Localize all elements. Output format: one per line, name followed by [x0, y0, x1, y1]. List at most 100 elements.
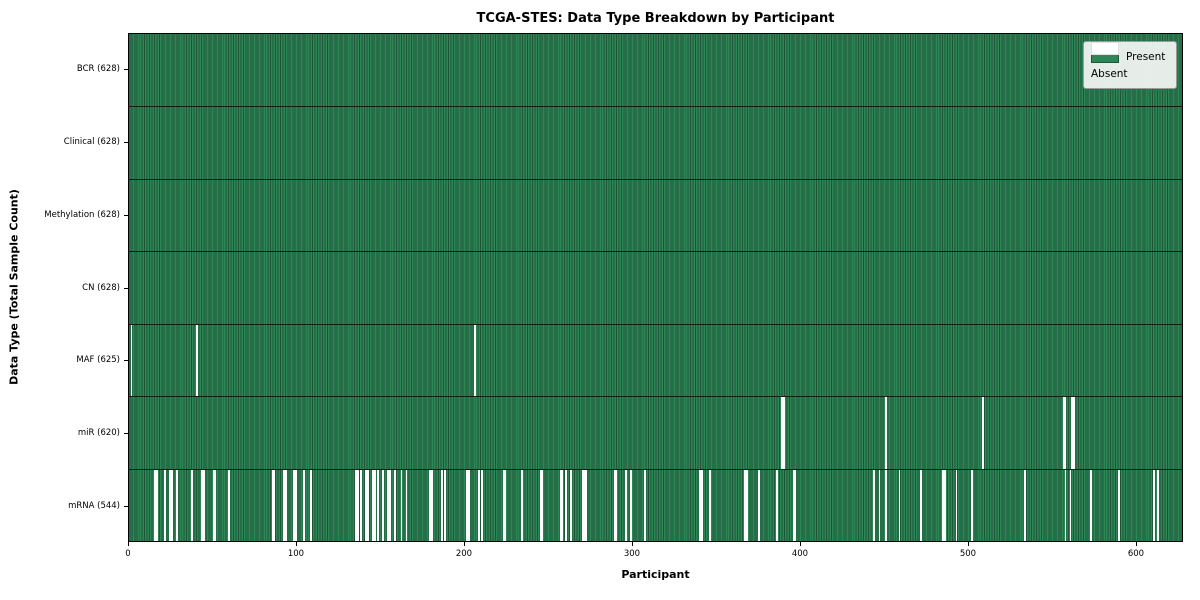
- absent-stripe: [504, 469, 507, 541]
- absent-stripe: [294, 469, 297, 541]
- row-Clinical: [129, 106, 1182, 178]
- absent-stripe: [388, 469, 391, 541]
- legend-absent-swatch-icon: [1091, 42, 1119, 55]
- row-mRNA: [129, 468, 1182, 541]
- absent-stripe: [502, 469, 505, 541]
- y-tick-label: MAF (625): [76, 355, 120, 366]
- absent-stripe: [776, 469, 779, 541]
- absent-stripe: [365, 469, 368, 541]
- absent-stripe: [746, 469, 748, 541]
- x-tick-label: 200: [455, 549, 473, 559]
- absent-stripe: [273, 469, 275, 541]
- x-tick-mark: [799, 542, 801, 546]
- absent-stripe: [1089, 469, 1092, 541]
- absent-stripe: [191, 469, 193, 541]
- absent-stripe: [373, 469, 376, 541]
- absent-stripe: [1024, 469, 1027, 541]
- absent-stripe: [1153, 469, 1156, 541]
- row-miR: [129, 396, 1182, 469]
- row-Methylation: [129, 178, 1182, 251]
- absent-stripe: [1118, 469, 1121, 541]
- absent-stripe: [367, 469, 369, 541]
- y-tick-label: BCR (628): [76, 64, 120, 75]
- y-tick-label: miR (620): [77, 427, 120, 438]
- absent-stripe: [170, 469, 173, 541]
- y-tick-mark: [124, 432, 128, 434]
- absent-stripe: [310, 469, 312, 541]
- absent-stripe: [885, 469, 887, 541]
- y-tick-label: mRNA (544): [68, 500, 120, 511]
- absent-stripe: [382, 469, 384, 541]
- absent-stripe: [293, 469, 296, 541]
- absent-stripe: [355, 469, 358, 541]
- absent-stripe: [357, 469, 359, 541]
- absent-stripe: [393, 469, 396, 541]
- row-MAF: [129, 323, 1182, 397]
- absent-stripe: [284, 469, 287, 541]
- absent-stripe: [1073, 397, 1075, 469]
- x-tick-mark: [463, 542, 465, 546]
- absent-stripe: [585, 469, 587, 541]
- x-tick-mark: [631, 542, 633, 546]
- absent-stripe: [781, 397, 784, 469]
- absent-stripe: [581, 469, 584, 541]
- absent-stripe: [196, 324, 198, 397]
- absent-stripe: [569, 469, 572, 541]
- absent-stripe: [1069, 469, 1072, 541]
- absent-stripe: [942, 469, 945, 541]
- absent-stripe: [154, 469, 156, 541]
- y-tick-mark: [124, 69, 128, 71]
- absent-stripe: [271, 469, 274, 541]
- y-tick-mark: [124, 214, 128, 216]
- absent-stripe: [539, 469, 542, 541]
- absent-stripe: [377, 469, 379, 541]
- absent-stripe: [202, 469, 205, 541]
- absent-stripe: [970, 469, 973, 541]
- absent-stripe: [155, 469, 158, 541]
- absent-stripe: [699, 469, 701, 541]
- absent-stripe: [613, 469, 616, 541]
- x-tick-mark: [295, 542, 297, 546]
- absent-stripe: [466, 469, 468, 541]
- absent-stripe: [792, 469, 795, 541]
- absent-stripe: [429, 469, 431, 541]
- absent-stripe: [430, 469, 433, 541]
- absent-stripe: [898, 469, 901, 541]
- x-tick-label: 100: [287, 549, 305, 559]
- absent-stripe: [227, 469, 230, 541]
- x-tick-label: 300: [623, 549, 641, 559]
- row-BCR: [129, 34, 1182, 106]
- absent-stripe: [1062, 397, 1065, 469]
- absent-stripe: [541, 469, 544, 541]
- absent-stripe: [1064, 469, 1067, 541]
- absent-stripe: [283, 469, 286, 541]
- absent-stripe: [885, 397, 887, 469]
- absent-stripe: [559, 469, 562, 541]
- absent-stripe: [625, 469, 628, 541]
- absent-stripe: [873, 469, 876, 541]
- absent-stripe: [878, 469, 881, 541]
- absent-stripe: [164, 469, 166, 541]
- absent-stripe: [521, 469, 524, 541]
- absent-stripe: [440, 469, 443, 541]
- chart-title: TCGA-STES: Data Type Breakdown by Partic…: [476, 11, 835, 26]
- absent-stripe: [782, 397, 785, 469]
- absent-stripe: [175, 469, 178, 541]
- legend-absent-label: Absent: [1091, 67, 1128, 80]
- x-tick-mark: [1135, 542, 1137, 546]
- absent-stripe: [360, 469, 363, 541]
- absent-stripe: [794, 469, 797, 541]
- absent-stripe: [467, 469, 470, 541]
- y-tick-label: CN (628): [82, 282, 120, 293]
- legend-present-label: Present: [1126, 50, 1166, 63]
- absent-stripe: [387, 469, 390, 541]
- absent-stripe: [1156, 469, 1159, 541]
- x-axis-label: Participant: [621, 568, 690, 581]
- absent-stripe: [615, 469, 618, 541]
- absent-stripe: [757, 469, 760, 541]
- absent-stripe: [630, 469, 633, 541]
- x-tick-label: 400: [791, 549, 809, 559]
- absent-stripe: [643, 469, 646, 541]
- absent-stripe: [474, 324, 477, 397]
- absent-stripe: [1064, 397, 1067, 469]
